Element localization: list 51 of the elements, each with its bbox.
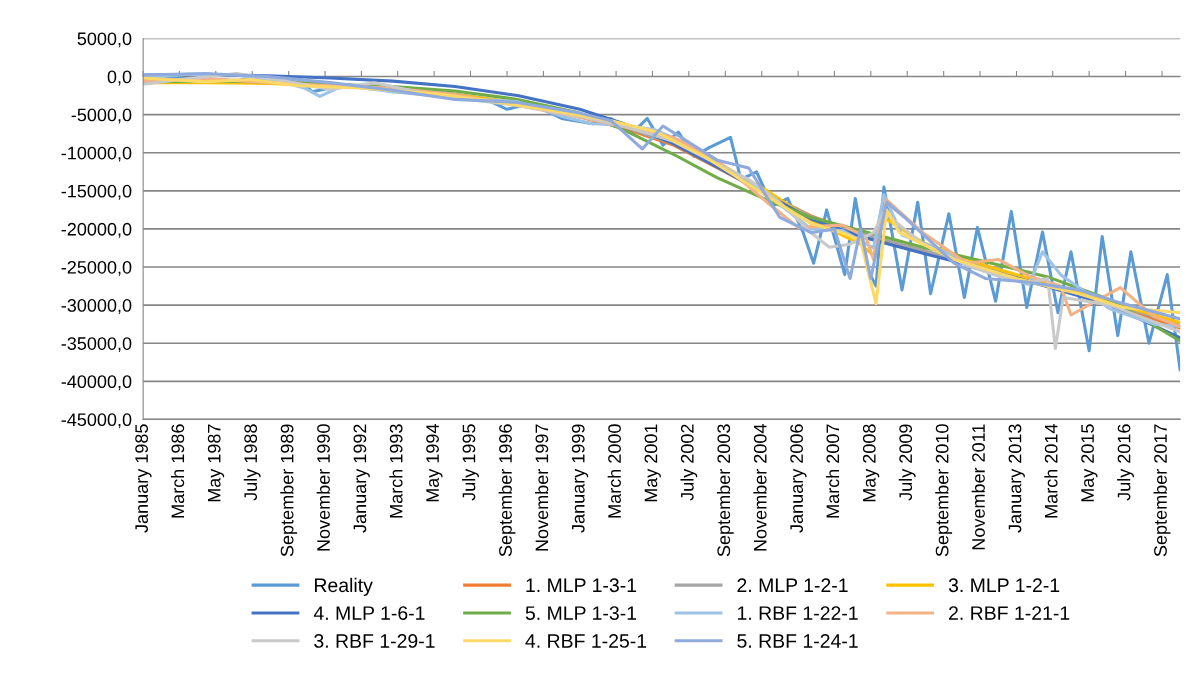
legend-label: 4. RBF 1-25-1 [525, 634, 647, 648]
x-tick-label: November 1997 [535, 424, 549, 551]
y-tick-label: -20000,0 [61, 222, 132, 238]
legend-label: 1. MLP 1-3-1 [526, 578, 637, 593]
x-tick-label: November 2011 [971, 424, 985, 550]
x-tick-label: May 1987 [207, 424, 225, 502]
legend-label: 5. RBF 1-24-1 [737, 634, 858, 648]
x-tick-label: January 2013 [1008, 424, 1025, 533]
x-tick-label: September 2003 [716, 424, 734, 557]
x-tick-label: July 1995 [462, 424, 479, 501]
y-tick-label: -30000,0 [61, 299, 132, 314]
x-tick-label: January 1992 [353, 424, 370, 533]
y-tick-label: -5000,0 [71, 108, 132, 124]
y-tick-label: -35000,0 [61, 337, 132, 353]
x-tick-label: January 1999 [571, 424, 589, 533]
legend-label: 3. RBF 1-29-1 [314, 634, 435, 648]
x-tick-label: November 1990 [316, 424, 330, 551]
y-tick-label: -45000,0 [61, 413, 132, 429]
y-tick-label: -10000,0 [61, 146, 132, 162]
x-tick-label: March 1993 [389, 424, 403, 518]
x-tick-label: July 2009 [898, 424, 916, 501]
x-tick-label: May 2008 [862, 424, 880, 502]
legend-label: 4. MLP 1-6-1 [313, 606, 425, 620]
legend-label: 2. MLP 1-2-1 [737, 578, 848, 592]
x-tick-label: July 2002 [680, 424, 698, 501]
x-tick-label: May 1994 [426, 424, 443, 502]
x-tick-label: May 2001 [644, 424, 661, 502]
x-tick-label: March 1986 [170, 424, 185, 518]
x-tick-label: March 2014 [1044, 424, 1058, 518]
y-tick-label: -25000,0 [61, 260, 132, 276]
x-tick-label: January 2006 [790, 424, 807, 533]
x-tick-label: July 1988 [243, 424, 261, 501]
x-tick-label: November 2004 [753, 424, 767, 551]
x-tick-label: May 2015 [1081, 424, 1098, 502]
x-tick-label: September 1989 [280, 424, 298, 557]
x-tick-label: March 2007 [825, 424, 840, 518]
y-tick-label: -40000,0 [61, 375, 132, 391]
legend-label: 1. RBF 1-22-1 [737, 606, 858, 620]
x-tick-label: September 2010 [935, 424, 953, 557]
x-tick-label: July 2016 [1117, 424, 1134, 501]
x-tick-label: September 1996 [498, 424, 516, 557]
x-tick-label: March 2000 [607, 424, 621, 518]
y-tick-label: 5000,0 [77, 32, 132, 48]
legend-label: 3. MLP 1-2-1 [948, 578, 1060, 593]
x-tick-label: January 1985 [135, 424, 152, 533]
x-tick-label: September 2017 [1153, 424, 1171, 557]
y-tick-label: 0,0 [107, 70, 132, 86]
legend-label: 5. MLP 1-3-1 [525, 606, 637, 620]
y-tick-label: -15000,0 [61, 184, 132, 200]
legend-label: Reality [315, 577, 373, 596]
legend-label: 2. RBF 1-21-1 [949, 606, 1070, 620]
